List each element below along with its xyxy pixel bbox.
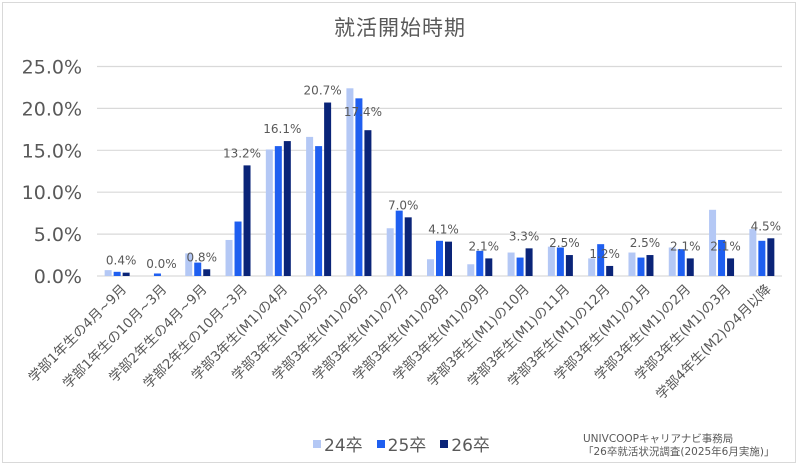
legend-label-26: 26卒 <box>451 436 490 456</box>
data-label: 3.3% <box>509 229 540 243</box>
bar <box>758 240 766 276</box>
legend-swatch-25 <box>376 439 385 448</box>
bar <box>565 255 573 276</box>
y-tick-label: 0.0% <box>34 266 82 288</box>
legend-swatch-24 <box>313 439 321 448</box>
bar <box>306 136 314 276</box>
bar <box>476 250 484 276</box>
bar <box>445 241 452 276</box>
source-line-1: UNIVCOOPキャリアナビ事務局 <box>583 433 734 445</box>
bar <box>628 252 636 276</box>
gridlines <box>97 65 782 277</box>
bars <box>104 88 775 277</box>
legend-item-26: 26卒 <box>440 431 490 456</box>
bar <box>767 238 775 276</box>
bar <box>355 98 363 277</box>
data-label: 2.5% <box>549 236 580 250</box>
y-axis-labels: 0.0% 5.0% 10.0% 15.0% 20.0% 25.0% <box>22 57 82 289</box>
bar <box>404 217 412 276</box>
bar <box>194 262 202 276</box>
legend: 24卒 25卒 26卒 <box>313 431 490 456</box>
bar <box>525 248 533 276</box>
bar <box>637 257 645 276</box>
data-label: 1.2% <box>589 247 620 261</box>
bar <box>606 265 614 276</box>
y-tick-label: 20.0% <box>22 98 82 120</box>
data-label: 13.2% <box>223 146 261 160</box>
y-tick-label: 5.0% <box>34 224 82 246</box>
data-labels: 0.4% 0.0% 0.8% 13.2%16.1% 20.7%17.4% 7.0% 4.1%… <box>106 84 781 271</box>
bar <box>718 239 726 276</box>
bar <box>364 130 372 276</box>
y-tick-label: 10.0% <box>22 182 82 204</box>
bar <box>225 239 233 276</box>
bar <box>709 209 717 276</box>
source-line-2: 「26卒就活状況調査(2025年6月実施)」 <box>583 446 775 458</box>
bar <box>283 141 291 276</box>
bar <box>436 240 443 276</box>
bar <box>646 255 654 276</box>
bar <box>686 258 694 276</box>
data-label: 17.4% <box>344 105 382 119</box>
legend-label-24: 24卒 <box>324 436 363 456</box>
bar <box>547 246 555 276</box>
data-label: 2.1% <box>670 239 701 253</box>
bar <box>727 258 735 276</box>
data-label: 0.0% <box>146 257 177 271</box>
bar <box>203 269 211 276</box>
bar <box>427 259 434 276</box>
bar <box>556 247 564 276</box>
legend-item-24: 24卒 <box>313 431 363 456</box>
bar <box>749 229 757 276</box>
bar <box>104 270 112 276</box>
bar <box>234 221 242 276</box>
data-label: 7.0% <box>388 198 419 212</box>
bar <box>274 146 282 276</box>
bar <box>346 88 354 277</box>
bar <box>588 258 596 276</box>
data-label: 2.5% <box>630 236 661 250</box>
bar <box>315 146 323 276</box>
bar <box>516 257 524 276</box>
bar <box>395 210 403 276</box>
bar <box>324 102 332 276</box>
bar <box>265 149 273 276</box>
bar <box>677 249 685 276</box>
bar <box>597 244 605 276</box>
chart-title: 就活開始時期 <box>334 16 466 40</box>
bar <box>467 264 475 276</box>
data-label: 4.5% <box>751 219 782 233</box>
x-axis-labels: 学部1年生の4月~9月学部1年生の10月~3月学部2年生の4月~9月学部2年生の… <box>26 281 775 403</box>
bar <box>386 228 394 276</box>
data-label: 16.1% <box>263 122 301 136</box>
y-tick-label: 15.0% <box>22 140 82 162</box>
bar <box>668 247 676 276</box>
data-label: 2.1% <box>710 239 741 253</box>
bar <box>153 273 161 276</box>
legend-label-25: 25卒 <box>387 436 427 456</box>
data-label: 0.8% <box>186 250 217 264</box>
source-note: UNIVCOOPキャリアナビ事務局 「26卒就活状況調査(2025年6月実施)」 <box>583 433 774 459</box>
bar <box>113 271 121 276</box>
legend-swatch-26 <box>440 439 449 448</box>
bar <box>507 252 515 276</box>
data-label: 20.7% <box>304 84 342 98</box>
bar <box>243 165 251 276</box>
data-label: 2.1% <box>469 239 500 253</box>
data-label: 0.4% <box>106 254 137 268</box>
y-tick-label: 25.0% <box>22 57 82 79</box>
legend-item-25: 25卒 <box>376 431 427 456</box>
bar <box>485 258 493 276</box>
bar <box>185 253 193 276</box>
data-label: 4.1% <box>428 223 459 237</box>
bar <box>122 272 130 276</box>
